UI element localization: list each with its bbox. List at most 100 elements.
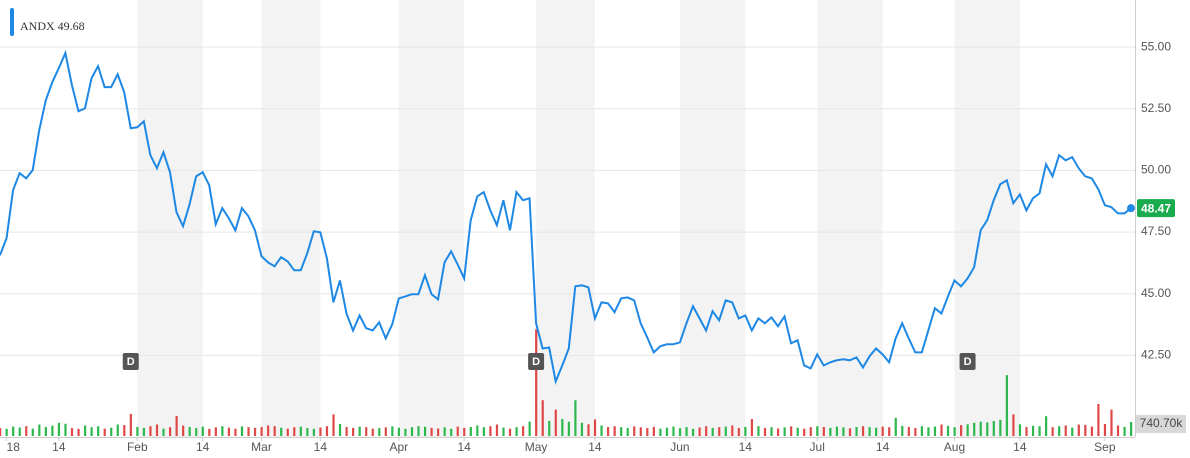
volume-bar bbox=[286, 428, 289, 436]
volume bbox=[0, 329, 1133, 436]
volume-bar bbox=[175, 416, 178, 436]
volume-bar bbox=[404, 428, 407, 436]
volume-bar bbox=[397, 427, 400, 436]
volume-bar bbox=[31, 428, 34, 436]
dividend-label: D bbox=[127, 356, 135, 368]
volume-bar bbox=[338, 423, 342, 436]
volume-bar bbox=[495, 424, 499, 436]
volume-bar bbox=[927, 427, 930, 436]
x-tick-label: Mar bbox=[251, 440, 272, 454]
volume-bar bbox=[1084, 424, 1087, 436]
volume-bar bbox=[136, 426, 139, 436]
volume-bar bbox=[463, 427, 466, 436]
volume-bar bbox=[365, 427, 368, 436]
volume-bar bbox=[208, 428, 211, 436]
volume-bar bbox=[306, 428, 309, 436]
volume-bar bbox=[731, 425, 734, 436]
volume-bar bbox=[829, 427, 832, 436]
volume-bar bbox=[273, 426, 276, 436]
volume-bar bbox=[221, 426, 224, 436]
volume-bar bbox=[358, 426, 361, 436]
volume-bar bbox=[149, 426, 152, 436]
volume-bar bbox=[476, 425, 479, 436]
volume-bar bbox=[567, 421, 570, 436]
volume-bar bbox=[155, 424, 159, 436]
price-badge-label: 48.47 bbox=[1141, 201, 1171, 215]
month-band bbox=[261, 0, 321, 437]
volume-bar bbox=[633, 426, 636, 436]
volume-bar bbox=[469, 426, 472, 436]
volume-bar bbox=[1018, 424, 1022, 436]
volume-bar bbox=[345, 426, 348, 436]
volume-bar bbox=[508, 428, 512, 436]
volume-bar bbox=[626, 427, 629, 436]
x-tick-label: 14 bbox=[1013, 440, 1027, 454]
volume-bar bbox=[515, 427, 518, 436]
volume-bar bbox=[868, 427, 871, 436]
grid bbox=[0, 46, 1135, 356]
x-tick-label: 14 bbox=[739, 440, 753, 454]
volume-bar bbox=[705, 426, 708, 436]
volume-bar bbox=[920, 426, 923, 436]
volume-bar bbox=[437, 428, 440, 436]
volume-bar bbox=[907, 426, 910, 436]
volume-bar bbox=[1051, 427, 1054, 436]
x-tick-label: May bbox=[525, 440, 548, 454]
legend-value: 49.68 bbox=[58, 19, 85, 33]
volume-bar bbox=[561, 419, 564, 436]
volume-bar bbox=[888, 427, 891, 436]
volume-bar bbox=[234, 428, 237, 436]
volume-bar bbox=[1071, 427, 1074, 436]
volume-bar bbox=[417, 426, 420, 436]
volume-bar bbox=[979, 421, 982, 436]
volume-bar bbox=[999, 419, 1002, 436]
volume-bar bbox=[946, 425, 950, 436]
volume-bar bbox=[227, 427, 231, 436]
volume-bar bbox=[195, 428, 198, 436]
volume-bar bbox=[986, 422, 989, 436]
month-band bbox=[817, 0, 883, 437]
x-tick-label: Aug bbox=[944, 440, 965, 454]
volume-bar bbox=[319, 427, 322, 436]
volume-bar bbox=[652, 426, 655, 436]
x-tick-label: 14 bbox=[876, 440, 890, 454]
volume-bar bbox=[247, 427, 250, 436]
volume-bar bbox=[1058, 426, 1061, 436]
volume-bar bbox=[803, 428, 806, 436]
volume-bar bbox=[665, 427, 669, 436]
volume-bar bbox=[1005, 375, 1008, 436]
plot bbox=[0, 49, 1135, 385]
volume-bar bbox=[430, 427, 433, 436]
volume-bar bbox=[698, 427, 701, 436]
volume-bar bbox=[1116, 425, 1120, 436]
volume-bar bbox=[489, 426, 492, 436]
volume-bar bbox=[70, 428, 74, 436]
volume-bar bbox=[260, 426, 263, 436]
volume-bar bbox=[587, 424, 590, 436]
volume-bar bbox=[580, 422, 584, 436]
volume-bar bbox=[822, 426, 825, 436]
volume-bar bbox=[293, 427, 296, 436]
volume-bar bbox=[168, 427, 172, 436]
volume-bar bbox=[110, 427, 113, 436]
month-band bbox=[536, 0, 595, 437]
volume-bar bbox=[776, 428, 780, 436]
dividend-label: D bbox=[532, 356, 540, 368]
volume-bar bbox=[914, 427, 917, 436]
volume-bar bbox=[646, 428, 649, 436]
volume-bar bbox=[894, 417, 897, 436]
price-line bbox=[0, 49, 1132, 385]
volume-bar bbox=[44, 426, 47, 436]
volume-bar bbox=[639, 427, 642, 436]
volume-bar bbox=[325, 426, 329, 436]
volume-bar bbox=[750, 419, 754, 436]
month-band bbox=[679, 0, 746, 437]
volume-bar bbox=[1123, 426, 1126, 436]
volume-bar bbox=[502, 427, 505, 436]
volume-badge bbox=[1136, 415, 1186, 434]
volume-bar bbox=[718, 427, 721, 436]
volume-bar bbox=[384, 427, 387, 436]
volume-bar bbox=[1097, 403, 1100, 436]
volume-bar bbox=[861, 426, 865, 436]
